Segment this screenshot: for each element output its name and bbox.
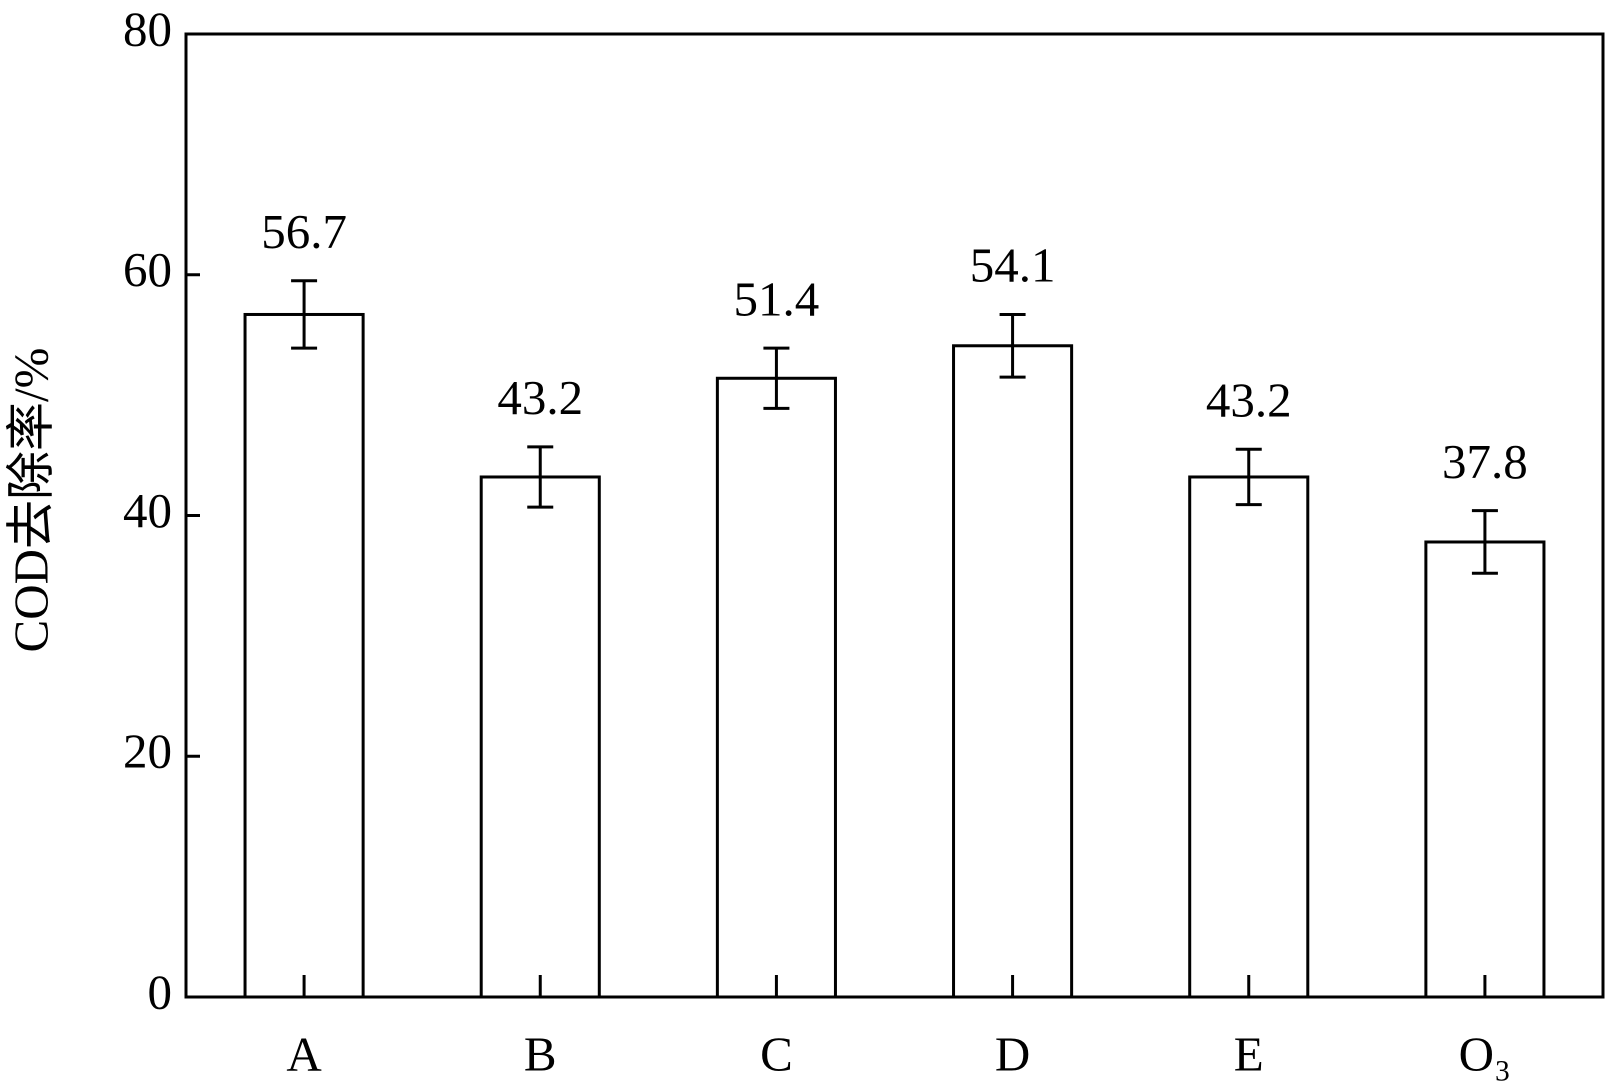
error-bar: [1235, 447, 1262, 507]
bar: [1424, 540, 1546, 999]
value-label: 56.7: [261, 204, 347, 259]
x-tick-label: A: [286, 1026, 322, 1081]
plot-frame: [184, 32, 1605, 999]
error-bar: [291, 279, 318, 350]
y-axis-label: COD去除率/%: [3, 348, 58, 653]
value-label: 43.2: [1206, 373, 1292, 428]
x-tick-label: O₃: [1459, 1026, 1511, 1081]
x-tick-label: C: [760, 1026, 793, 1081]
bar: [243, 312, 365, 999]
bar: [1188, 475, 1310, 999]
value-label: 37.8: [1442, 434, 1528, 489]
bar: [952, 344, 1074, 999]
y-tick-label: 60: [123, 242, 172, 297]
x-tick-label: E: [1234, 1026, 1264, 1081]
y-tick-label: 80: [123, 1, 172, 56]
y-tick-label: 0: [148, 964, 173, 1019]
error-bar: [1471, 509, 1498, 575]
bar: [715, 376, 837, 999]
value-label: 51.4: [734, 271, 820, 326]
y-tick-label: 20: [123, 724, 172, 779]
y-tick-label: 40: [123, 483, 172, 538]
x-tick-label: B: [524, 1026, 557, 1081]
error-bar: [763, 346, 790, 410]
x-tick-label: D: [995, 1026, 1030, 1081]
value-label: 43.2: [497, 370, 583, 425]
bar: [479, 475, 601, 999]
error-bar: [527, 445, 554, 509]
value-label: 54.1: [970, 238, 1056, 293]
error-bar: [999, 312, 1026, 379]
